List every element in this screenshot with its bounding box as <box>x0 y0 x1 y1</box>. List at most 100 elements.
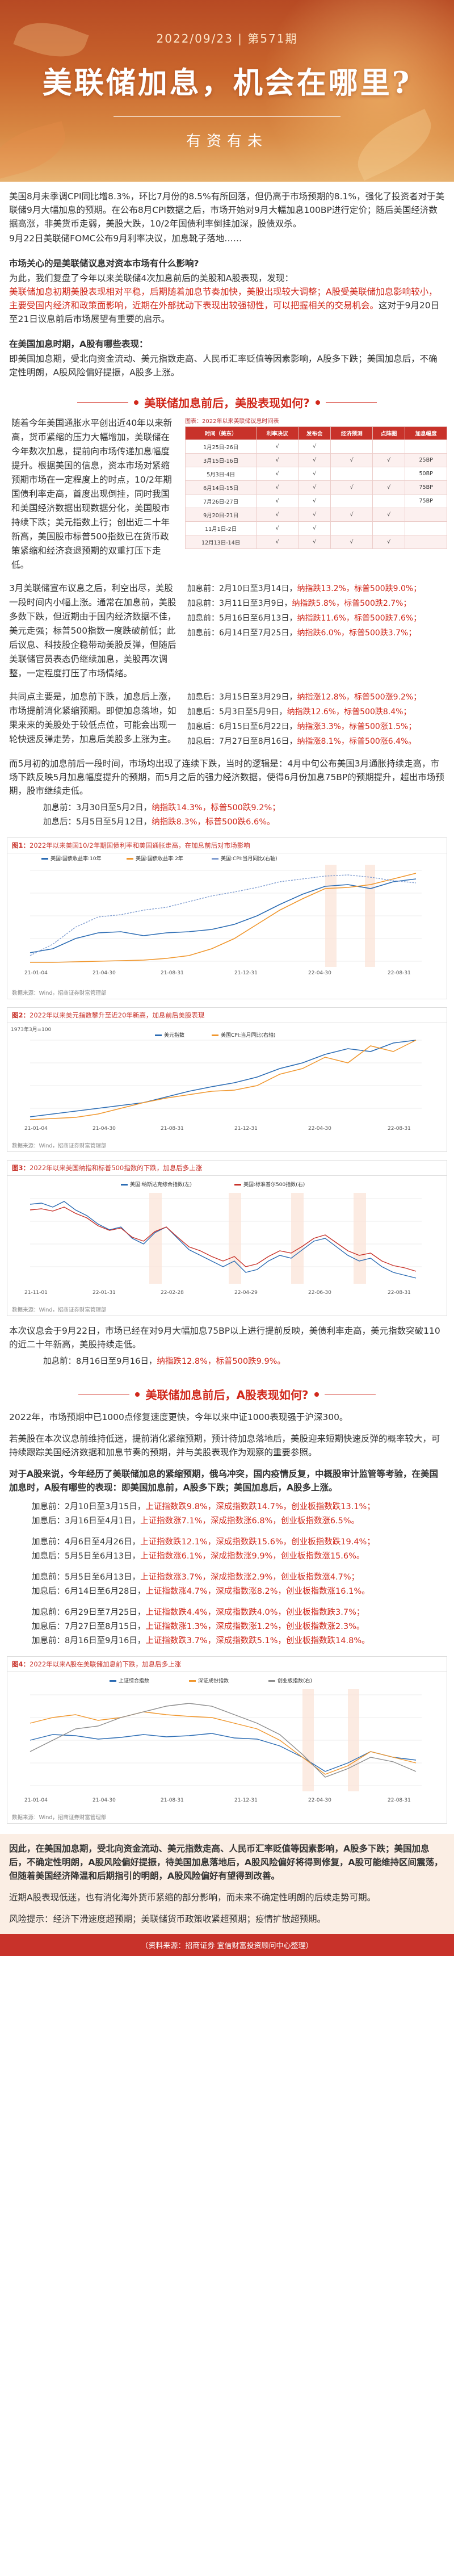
table-cell <box>330 521 373 535</box>
hike-band <box>302 1689 314 1791</box>
x-tick: 21-08-31 <box>161 1126 184 1132</box>
x-tick: 21-08-31 <box>161 970 184 976</box>
stat-line: 加息后：5月5日至5月12日，纳指跌8.3%，标普500跌6.6%。 <box>43 818 275 827</box>
table-cell: √ <box>330 480 373 495</box>
stat-line: 加息前：6月14日至7月25日，纳指跌6.0%，标普500跌3.7%； <box>187 629 417 638</box>
table-cell: 6月14日-15日 <box>184 480 257 495</box>
conclusion-paragraph: 近期A股表现低迷，也有消化海外货币紧缩的部分影响，而未来不确定性明朗的后续走势可… <box>9 1892 376 1903</box>
section-heading: 美联储加息前后，美股表现如何? <box>0 394 454 411</box>
table-cell <box>405 535 447 549</box>
x-tick: 21-04-30 <box>93 970 116 976</box>
legend-item: 深证成份指数 <box>198 1677 229 1684</box>
stat-line: 加息前：5月16日至6月13日，纳指跌11.6%，标普500跌7.6%； <box>187 614 422 623</box>
x-tick: 21-01-04 <box>24 1126 48 1132</box>
table-cell: √ <box>297 494 331 508</box>
figure-source: 数据来源：Wind，招商证券财富管理部 <box>12 990 107 996</box>
ashare-stats: 加息前：5月5日至6月13日，上证指数涨3.7%，深成指数涨2.9%，创业板指数… <box>9 1570 445 1599</box>
stat-line: 加息后：3月15日至3月29日，纳指涨12.8%，标普500涨9.2%； <box>187 693 422 702</box>
hike-band <box>229 1193 241 1284</box>
table-cell: 12月13日-14日 <box>184 535 257 549</box>
table-row: 3月15日-16日 √ √ √ √ 25BP <box>184 453 447 467</box>
series-line-shanghai <box>30 1733 417 1772</box>
yield-cpi-chart: 21-01-04 21-04-30 21-08-31 21-12-31 22-0… <box>24 855 422 976</box>
legend-item: 上证综合指数 <box>119 1677 149 1684</box>
x-tick: 21-04-30 <box>93 1798 116 1803</box>
table-header: 利率决议 <box>256 426 299 440</box>
stat-line: 加息前：3月11日至3月9日，纳指跌5.8%，标普500跌2.7%； <box>187 599 411 608</box>
table-row: 1月25日-26日 √ √ <box>184 439 447 454</box>
post-hike-stats: 加息后：3月15日至3月29日，纳指涨12.8%，标普500涨9.2%； 加息后：… <box>187 690 445 749</box>
intro-paragraph: 9月22日美联储FOMC公布9月利率决议，加息靴子落地…… <box>9 233 242 244</box>
series-line-shenzhen <box>30 1711 417 1775</box>
legend-item: 美元指数 <box>164 1032 184 1038</box>
table-cell: √ <box>256 453 299 467</box>
table-cell <box>330 467 373 481</box>
table-cell: √ <box>297 453 331 467</box>
table-cell: 3月15日-16日 <box>184 453 257 467</box>
risk-note: 风险提示：经济下滑速度超预期；美联储货币政策收紧超预期；疫情扩散超预期。 <box>9 1914 326 1924</box>
series-line-dxy <box>30 1040 417 1117</box>
table-cell: √ <box>330 535 373 549</box>
table-cell: √ <box>256 439 299 454</box>
table-cell <box>330 494 373 508</box>
table-cell <box>330 439 373 454</box>
stat-line: 加息后：6月14日至6月28日，上证指数涨4.7%，深成指数涨8.2%，创业板指… <box>32 1587 370 1596</box>
ashare-stats: 加息前：4月6日至4月26日，上证指数跌12.1%，深成指数跌15.6%，创业板… <box>9 1535 445 1564</box>
x-tick: 22-04-30 <box>308 1126 331 1132</box>
figure-title: 图2：2022年以来美元指数攀升至近20年新高，加息前后美股表现 <box>7 1008 447 1023</box>
fed-meeting-table: 时间（美东） 利率决议 发布会 经济预测 点阵图 加息幅度 1月25日-26日 √ √ 3月15… <box>184 426 447 549</box>
table-cell: 25BP <box>405 453 447 467</box>
x-tick: 22-01-31 <box>93 1290 116 1296</box>
table-cell: √ <box>256 508 299 522</box>
issue-date: 2022/09/23 | 第571期 <box>156 32 298 45</box>
series-line-10y <box>30 878 417 953</box>
table-cell: √ <box>256 480 299 495</box>
stat-line: 加息后：5月3日至5月9日，纳指跌12.6%，标普500跌8.4%； <box>187 707 411 717</box>
table-header: 加息幅度 <box>405 426 447 440</box>
series-line-cpi <box>30 874 417 956</box>
intro-paragraph: 为此，我们复盘了今年以来美联储4次加息前后的美股和A股表现，发现： 美联储加息初… <box>9 273 440 324</box>
stat-line: 加息前：8月16日至9月16日，上证指数跌3.7%，深成指数跌5.1%，创业板指… <box>32 1636 370 1645</box>
ashare-index-chart: 21-01-04 21-04-30 21-08-31 21-12-31 22-0… <box>24 1677 422 1803</box>
table-row: 12月13日-14日 √ √ √ √ <box>184 535 447 549</box>
x-tick: 22-08-31 <box>388 1798 411 1803</box>
table-row: 7月26日-27日 √ √ 75BP <box>184 494 447 508</box>
nasdaq-sp-chart: 21-11-01 22-01-31 22-02-28 22-04-29 22-0… <box>24 1181 422 1296</box>
x-tick: 22-06-30 <box>308 1290 331 1296</box>
section2-paragraph: 若美股在本次议息前维持低迷，提前消化紧缩预期，预计待加息落地后，美股迎来短期快速… <box>9 1434 440 1457</box>
axis-label: 1973年3月=100 <box>11 1026 52 1033</box>
hero-glow <box>261 0 454 182</box>
stat-line: 加息前：6月29日至7月25日，上证指数跌4.4%，深成指数跌4.0%，创业板指… <box>32 1608 365 1617</box>
stat-line: 加息前：8月16日至9月16日，纳指跌12.8%，标普500跌9.9%。 <box>43 1357 285 1366</box>
stat-line: 加息前：2月10日至3月15日，上证指数跌9.8%，深成指数跌14.7%，创业板… <box>32 1502 375 1511</box>
table-row: 5月3日-4日 √ √ 50BP <box>184 467 447 481</box>
table-row: 11月1日-2日 √ √ <box>184 521 447 535</box>
series-line-chinext <box>30 1703 417 1778</box>
table-cell: 5月3日-4日 <box>184 467 257 481</box>
figure-4: 图4：2022年以来A股在美联储加息前下跌，加息后多上涨 21-01-04 21… <box>7 1656 447 1824</box>
table-cell: 75BP <box>405 494 447 508</box>
table-cell <box>372 521 406 535</box>
question-heading: 市场关心的是美联储议息对资本市场有什么影响? <box>9 258 199 269</box>
legend-item: 美国:国债收益率:10年 <box>51 855 102 862</box>
hike-band <box>365 865 375 967</box>
section-heading: 美联储加息前后，A股表现如何? <box>0 1386 454 1402</box>
section2-question: 对于A股来说，今年经历了美联储加息的紧缩预期，俄乌冲突，国内疫情反复，中概股审计… <box>9 1469 438 1493</box>
stat-line: 加息后：7月27日至8月15日，上证指数涨1.3%，深成指数涨1.2%，创业板指… <box>32 1622 365 1631</box>
series-line-nasdaq <box>30 1201 417 1279</box>
table-cell: √ <box>330 453 373 467</box>
hike-band <box>149 1193 162 1284</box>
stat-line: 加息后：6月15日至6月22日，纳指涨3.3%，标普500涨1.5%； <box>187 722 417 731</box>
table-cell: 1月25日-26日 <box>184 439 257 454</box>
x-tick: 22-04-30 <box>308 970 331 976</box>
section1-pre-text: 3月美联储宣布议息之后，利空出尽，美股一段时间内小幅上涨。通常在加息前，美股多数… <box>9 583 176 678</box>
x-tick: 22-02-28 <box>161 1290 184 1296</box>
table-cell: √ <box>297 439 331 454</box>
figure-title: 图3：2022年以来美国纳指和标普500指数的下跌，加息后多上涨 <box>7 1161 447 1176</box>
table-cell: √ <box>256 494 299 508</box>
figure-3: 图3：2022年以来美国纳指和标普500指数的下跌，加息后多上涨 21-11-0… <box>7 1160 447 1316</box>
conclusion-paragraph: 因此，在美国加息期，受北向资金流动、美元指数走高、人民币汇率贬值等因素影响，A股… <box>9 1844 443 1881</box>
x-tick: 22-08-31 <box>388 1290 411 1296</box>
section1-end-paragraph: 本次议息会于9月22日，市场已经在对9月大幅加息75BP以上进行提前反映，美债利… <box>9 1326 440 1350</box>
x-tick: 21-01-04 <box>24 970 48 976</box>
